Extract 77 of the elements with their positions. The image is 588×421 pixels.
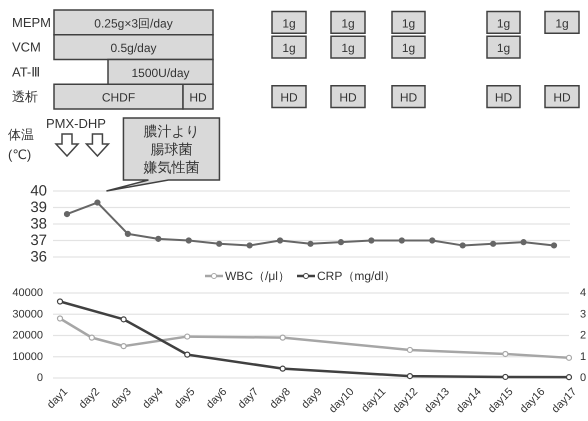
- y-tick-label: 40000: [12, 287, 43, 299]
- point: [566, 354, 572, 361]
- y-tick-label: 10000: [12, 350, 43, 363]
- text: 1g: [341, 16, 355, 30]
- point: [368, 237, 374, 244]
- point: [120, 343, 127, 350]
- point: [338, 239, 344, 246]
- point: [94, 199, 101, 206]
- text: HD: [280, 90, 298, 105]
- point: [280, 366, 286, 372]
- text: CHDF: [102, 90, 136, 105]
- point: [64, 211, 70, 218]
- text: HD: [400, 90, 418, 105]
- text: PMX-DHP: [46, 116, 106, 131]
- text: HD: [339, 90, 357, 105]
- point: [566, 374, 572, 380]
- category-label: 透析: [12, 89, 38, 104]
- point: [56, 298, 64, 305]
- point: [280, 334, 286, 341]
- point: [490, 240, 496, 247]
- text: 嫌気性菌: [143, 159, 200, 175]
- category-label: AT-Ⅲ: [12, 64, 40, 80]
- point: [88, 334, 95, 341]
- text: 1g: [496, 16, 510, 30]
- y2-tick-label: 1: [580, 350, 586, 363]
- point: [216, 240, 222, 247]
- point: [406, 346, 414, 354]
- point: [186, 237, 192, 244]
- text: 0.5g/day: [110, 41, 157, 56]
- text: 膿汁より: [143, 123, 200, 139]
- point: [460, 242, 466, 249]
- point: [520, 239, 527, 246]
- legend-label: WBC（/μl）: [225, 269, 290, 283]
- legend-label: CRP（mg/dl）: [317, 269, 396, 283]
- text: HD: [494, 90, 512, 105]
- y-tick-label: 37: [30, 232, 47, 249]
- y-tick-label: 39: [30, 199, 47, 216]
- point: [124, 230, 131, 237]
- text: 1g: [282, 41, 296, 56]
- y-axis-title: 体温 (℃): [8, 127, 34, 162]
- y2-tick-label: 0: [580, 372, 586, 384]
- point: [120, 316, 127, 322]
- point: [56, 315, 64, 322]
- y-tick-label: 36: [30, 248, 47, 266]
- y-tick-label: 38: [30, 216, 47, 232]
- text: 腸球菌: [150, 141, 192, 157]
- text: 0.25g×3回/day: [94, 16, 173, 30]
- text: 1g: [555, 16, 569, 30]
- point: [429, 237, 436, 244]
- y-tick-label: 20000: [12, 330, 43, 342]
- point: [276, 237, 284, 244]
- y2-tick-label: 2: [580, 330, 586, 342]
- point: [502, 374, 508, 380]
- text: 1500U/day: [131, 66, 190, 80]
- y-tick-label: 40: [30, 182, 47, 200]
- text: 1g: [402, 41, 416, 56]
- text: HD: [553, 90, 571, 105]
- text: 1g: [282, 16, 296, 30]
- point: [184, 333, 190, 340]
- y-tick-label: 30000: [12, 308, 43, 320]
- point: [502, 350, 508, 358]
- text: 1g: [402, 16, 416, 30]
- point: [155, 236, 162, 242]
- text: HD: [189, 90, 207, 105]
- point: [184, 352, 190, 358]
- y2-tick-label: 4: [580, 287, 586, 299]
- point: [406, 372, 414, 380]
- point: [307, 240, 314, 247]
- y2-tick-label: 3: [580, 308, 586, 320]
- y-tick-label: 0: [36, 372, 43, 384]
- point: [550, 242, 558, 249]
- category-label: VCM: [12, 40, 41, 55]
- point: [246, 242, 253, 249]
- category-label: MEPM: [12, 14, 51, 30]
- text: 1g: [341, 41, 355, 56]
- text: 1g: [496, 41, 510, 56]
- point: [398, 237, 405, 244]
